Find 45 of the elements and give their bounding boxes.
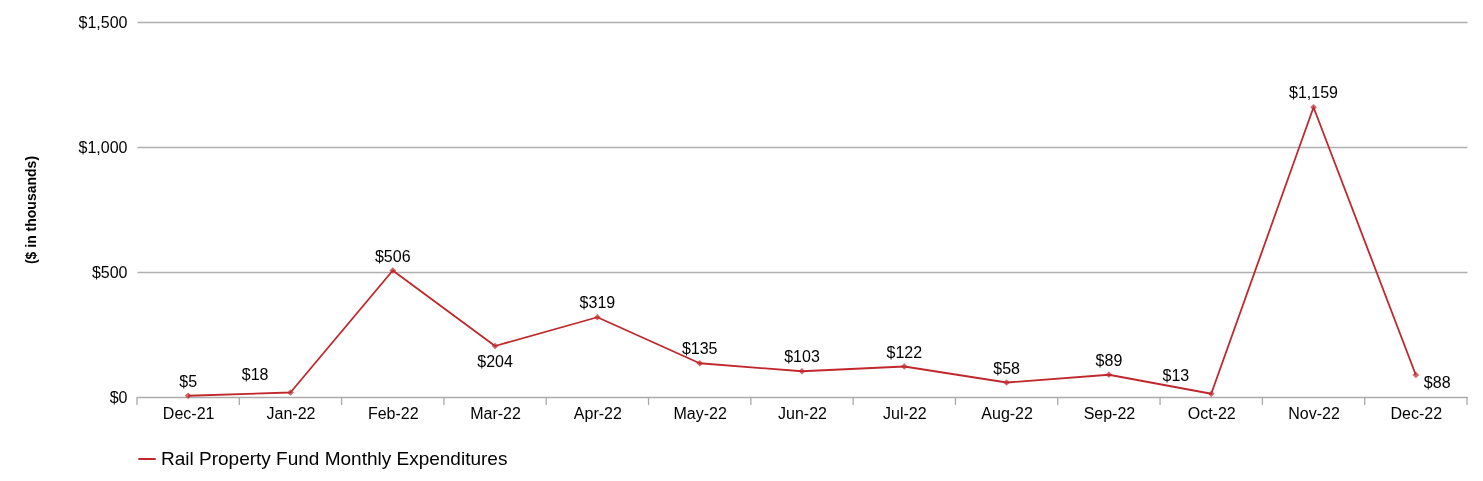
- point: [287, 389, 294, 396]
- x-tick-label: Jul-22: [883, 404, 927, 422]
- x-tick-label: Mar-22: [470, 404, 522, 422]
- point: [900, 363, 908, 370]
- x-tick-label: Sep-22: [1083, 404, 1136, 422]
- data-label: $135: [681, 340, 718, 358]
- data-label: $58: [993, 359, 1021, 377]
- x-tick-label: Jan-22: [266, 404, 316, 422]
- data-label: $18: [241, 365, 269, 383]
- data-label: $5: [179, 372, 198, 390]
- x-tick-label: Jun-22: [778, 404, 828, 422]
- x-tick-label: May-22: [673, 404, 727, 422]
- point: [1207, 390, 1215, 398]
- x-tick-label: Apr-22: [573, 404, 622, 422]
- y-tick-label: $500: [91, 263, 128, 281]
- point: [1003, 379, 1010, 386]
- point: [1105, 371, 1113, 379]
- legend-label: Rail Property Fund Monthly Expenditures: [161, 448, 508, 469]
- point: [184, 392, 192, 400]
- x-tick-label: Nov-22: [1288, 404, 1340, 422]
- x-tick-label: Dec-21: [162, 404, 215, 422]
- point: [696, 359, 704, 367]
- y-tick-label: $1,500: [78, 13, 128, 31]
- x-tick-label: Dec-22: [1390, 404, 1443, 422]
- data-label: $1,159: [1289, 84, 1339, 102]
- data-label: $103: [784, 348, 820, 366]
- data-label: $122: [886, 343, 923, 361]
- point: [491, 342, 499, 350]
- data-label: $13: [1162, 366, 1190, 384]
- point: [1412, 371, 1420, 379]
- data-label: $204: [477, 353, 513, 370]
- x-tick-label: Feb-22: [367, 404, 419, 422]
- data-label: $506: [374, 247, 411, 265]
- y-tick-label: $0: [109, 388, 128, 406]
- point: [798, 367, 806, 375]
- point: [594, 313, 601, 321]
- data-label: $89: [1095, 351, 1123, 369]
- x-tick-label: Aug-22: [981, 404, 1034, 422]
- y-axis-title: ($ in thousands): [22, 155, 39, 265]
- point: [1310, 103, 1317, 111]
- x-tick-label: Oct-22: [1187, 404, 1236, 422]
- y-tick-label: $1,000: [78, 138, 128, 156]
- point: [389, 267, 397, 274]
- data-label: $88: [1423, 374, 1451, 391]
- data-label: $319: [579, 294, 616, 312]
